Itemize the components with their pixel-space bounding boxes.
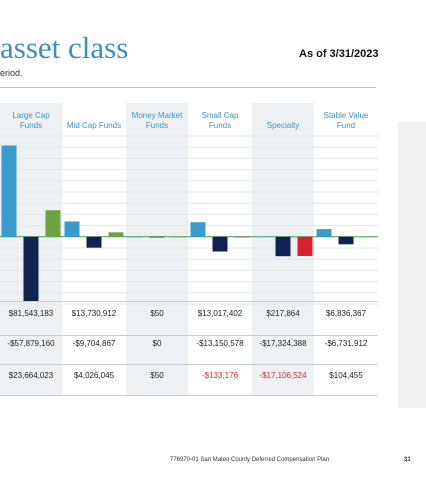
- bar: [297, 236, 313, 256]
- page-title: asset class: [0, 30, 129, 65]
- table-cell: $50: [150, 309, 164, 318]
- bar: [190, 222, 206, 237]
- table-cell: -$6,731,912: [324, 339, 368, 348]
- table-cell: -$13,150,578: [196, 339, 244, 348]
- table-cell: $6,836,367: [325, 309, 367, 318]
- table-cell: $13,017,402: [197, 309, 243, 318]
- table-cell: -$17,324,388: [259, 339, 307, 348]
- bar: [338, 236, 354, 245]
- table-divider: [0, 364, 378, 365]
- bar: [275, 236, 291, 257]
- column-header-line: Money Market: [131, 111, 183, 120]
- table-divider: [0, 301, 378, 302]
- column-header: Stable Value Fund: [324, 111, 369, 131]
- bar: [234, 236, 250, 238]
- bar: [64, 221, 80, 237]
- table-divider: [0, 395, 378, 396]
- bar: [108, 232, 124, 237]
- table-cell: $23,664,023: [8, 371, 54, 380]
- table-cell: -$57,879,160: [7, 339, 55, 348]
- column-header-line: Stable Value: [323, 111, 369, 120]
- subtitle: eriod.: [0, 68, 23, 78]
- column-header-line: Funds: [19, 121, 43, 130]
- bar: [45, 210, 61, 237]
- table-cell: $104,455: [329, 371, 363, 380]
- bar-chart: [0, 135, 378, 305]
- table-cell: $0: [152, 339, 162, 348]
- column-header-line: Funds: [145, 121, 169, 130]
- table-cell: $13,730,912: [71, 309, 117, 318]
- bar: [149, 236, 165, 238]
- column-header: Mid Cap Funds: [67, 121, 121, 131]
- column-header-line: Specialty: [266, 121, 300, 130]
- bar: [316, 229, 332, 237]
- column-header: Money Market Funds: [132, 111, 183, 131]
- bar: [171, 236, 187, 238]
- column-header-line: Fund: [336, 121, 356, 130]
- column-band: [126, 103, 188, 395]
- bar: [1, 145, 17, 237]
- column-header-line: Large Cap: [12, 111, 50, 120]
- table-cell: $217,864: [266, 309, 300, 318]
- as-of-date: As of 3/31/2023: [299, 48, 379, 60]
- bar: [86, 236, 102, 248]
- bar: [253, 236, 269, 238]
- bar: [127, 236, 143, 238]
- column-header: Small Cap Funds: [202, 111, 239, 131]
- title-rule: [0, 87, 376, 88]
- table-cell: $81,543,183: [8, 309, 54, 318]
- side-panel: [398, 122, 426, 408]
- column-header-line: Mid Cap Funds: [66, 121, 122, 130]
- table-cell: $4,026,045: [73, 371, 115, 380]
- bar: [212, 236, 228, 252]
- table-cell: -$133,176: [201, 371, 239, 380]
- column-header-line: Funds: [208, 121, 232, 130]
- page-number: 31: [404, 457, 411, 463]
- column-header: Large Cap Funds: [12, 111, 49, 131]
- table-cell: -$17,106,524: [259, 371, 307, 380]
- table-cell: $50: [150, 371, 164, 380]
- footer-text: 776970-01 San Mateo County Deferred Comp…: [170, 457, 330, 463]
- column-header-line: Small Cap: [201, 111, 239, 120]
- bar: [23, 236, 39, 302]
- table-cell: -$9,704,867: [72, 339, 116, 348]
- table-divider: [0, 335, 378, 336]
- bar: [360, 236, 376, 238]
- column-header: Specialty: [267, 121, 299, 131]
